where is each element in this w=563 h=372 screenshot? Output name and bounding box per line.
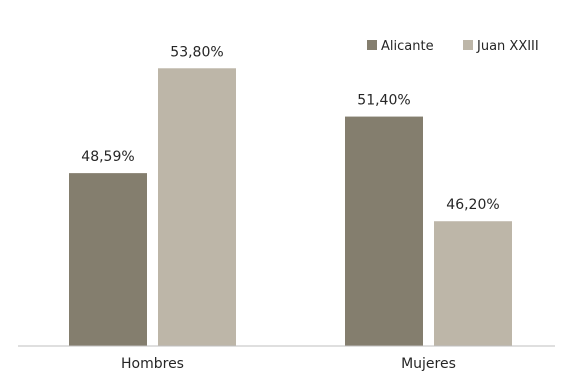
legend-swatch-alicante [367, 40, 377, 50]
bars-group [69, 68, 512, 347]
bar-hombres-alicante [69, 173, 147, 346]
value-label: 51,40% [357, 93, 410, 109]
bar-mujeres-juan-xxiii [434, 221, 512, 346]
legend-swatch-juan-xxiii [463, 40, 473, 50]
bar-mujeres-alicante [345, 116, 423, 346]
legend: Alicante Juan XXIII [367, 39, 539, 54]
value-label: 46,20% [446, 197, 499, 213]
value-label: 48,59% [81, 149, 134, 165]
bar-hombres-juan-xxiii [158, 68, 236, 347]
value-label: 53,80% [170, 44, 223, 60]
category-label: Mujeres [401, 356, 456, 372]
legend-label: Juan XXIII [476, 39, 539, 54]
legend-label: Alicante [381, 39, 434, 54]
category-labels-group: Hombres Mujeres [121, 356, 456, 372]
category-label: Hombres [121, 356, 184, 372]
value-labels-group: 48,59% 53,80% 51,40% 46,20% [81, 44, 499, 213]
